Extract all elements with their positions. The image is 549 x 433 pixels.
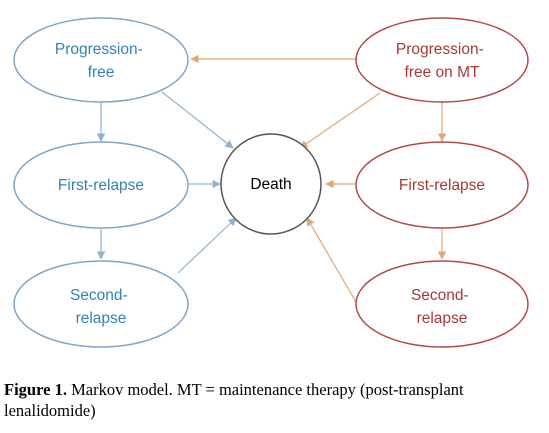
node-label-line: relapse	[417, 310, 468, 327]
svg-text:Progression- free on MT: Progression- free on MT	[396, 41, 488, 81]
node-label-line: free	[88, 64, 115, 81]
node-label-line: Progression-	[396, 41, 484, 58]
node-label-line: Second-	[411, 287, 469, 304]
caption-text: Markov model. MT = maintenance therapy (…	[4, 380, 464, 420]
edge-pf-to-death	[161, 91, 234, 149]
edges	[96, 54, 447, 303]
node-label-line: free on MT	[405, 64, 480, 81]
edge-pfmt-to-death	[299, 92, 381, 149]
svg-text:Second- relapse: Second- relapse	[70, 287, 132, 327]
node-label-line: Progression-	[55, 41, 143, 58]
svg-text:First-relapse: First-relapse	[58, 177, 144, 194]
svg-text:Progression- free: Progression- free	[55, 41, 147, 81]
node-second-relapse: Second- relapse	[13, 260, 189, 348]
caption-label: Figure 1.	[4, 380, 67, 399]
markov-diagram: Progression- free First-relapse Second- …	[13, 17, 529, 348]
figure-caption: Figure 1. Markov model. MT = maintenance…	[4, 379, 546, 421]
node-label-line: relapse	[76, 310, 127, 327]
node-progression-free-on-mt: Progression- free on MT	[355, 17, 529, 103]
node-label-line: First-relapse	[399, 177, 485, 194]
node-label-line: First-relapse	[58, 177, 144, 194]
svg-text:Second- relapse: Second- relapse	[411, 287, 473, 327]
node-progression-free: Progression- free	[13, 17, 189, 103]
node-first-relapse: First-relapse	[13, 141, 189, 229]
node-first-relapse-mt: First-relapse	[355, 141, 529, 229]
node-label-line: Second-	[70, 287, 128, 304]
edge-sr-to-death	[177, 217, 237, 274]
node-label-line: Death	[250, 176, 291, 193]
edge-srmt-to-death	[306, 217, 357, 303]
node-second-relapse-mt: Second- relapse	[355, 260, 529, 348]
node-death: Death	[220, 133, 322, 235]
svg-text:First-relapse: First-relapse	[399, 177, 485, 194]
svg-text:Death: Death	[250, 176, 291, 193]
